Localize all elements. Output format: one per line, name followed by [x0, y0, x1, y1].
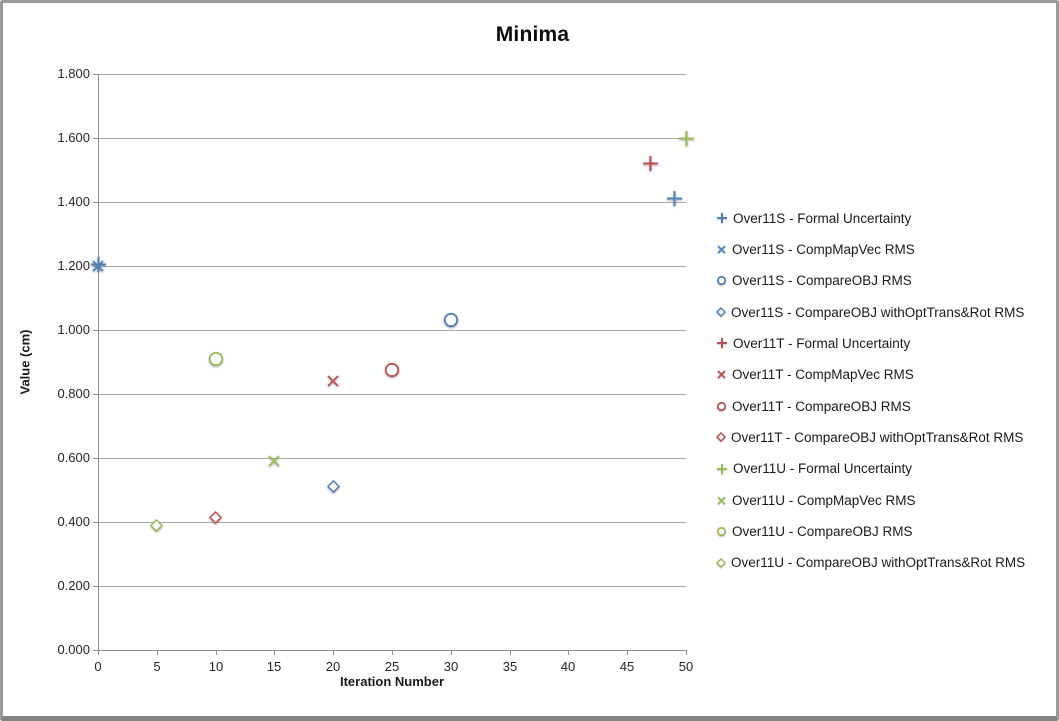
data-point-marker-diamond: [209, 510, 223, 524]
x-tick-mark: [627, 650, 628, 655]
gridline: [98, 522, 686, 523]
x-tick-label: 25: [384, 659, 400, 674]
data-point-marker-x: [267, 454, 281, 468]
data-point-marker-circle: [384, 362, 400, 378]
x-tick-label: 5: [153, 659, 161, 674]
y-tick-mark: [93, 138, 98, 139]
gridline: [98, 138, 686, 139]
data-point-marker-diamond: [150, 518, 164, 532]
y-tick-mark: [93, 650, 98, 651]
data-point-marker-plus: [90, 256, 107, 273]
x-tick-mark: [510, 650, 511, 655]
y-tick-label: 1.600: [57, 130, 90, 145]
y-tick-mark: [93, 74, 98, 75]
gridline: [98, 74, 686, 75]
x-tick-label: 30: [443, 659, 459, 674]
y-tick-mark: [93, 394, 98, 395]
y-tick-mark: [93, 202, 98, 203]
data-point-marker-diamond: [326, 480, 340, 494]
data-point-marker-plus: [678, 130, 695, 147]
y-axis-line: [98, 74, 99, 651]
y-tick-label: 1.000: [57, 322, 90, 337]
x-tick-mark: [98, 650, 99, 655]
data-point-marker-x: [326, 374, 340, 388]
gridline: [98, 458, 686, 459]
x-tick-mark: [274, 650, 275, 655]
x-tick-label: 0: [94, 659, 102, 674]
y-tick-label: 1.400: [57, 194, 90, 209]
gridline: [98, 202, 686, 203]
x-tick-mark: [157, 650, 158, 655]
y-tick-label: 0.600: [57, 450, 90, 465]
x-tick-mark: [568, 650, 569, 655]
data-point-marker-x: [91, 259, 105, 273]
y-tick-mark: [93, 522, 98, 523]
y-tick-label: 0.400: [57, 514, 90, 529]
data-point-marker-circle: [443, 312, 459, 328]
y-tick-label: 0.200: [57, 578, 90, 593]
x-tick-label: 15: [266, 659, 282, 674]
x-tick-label: 10: [208, 659, 224, 674]
gridline: [98, 266, 686, 267]
data-point-marker-plus: [666, 190, 683, 207]
y-tick-label: 0.800: [57, 386, 90, 401]
y-tick-mark: [93, 458, 98, 459]
x-axis-title: Iteration Number: [339, 674, 444, 689]
chart-title: Minima: [495, 23, 570, 46]
y-tick-label: 1.200: [57, 258, 90, 273]
x-tick-label: 50: [678, 659, 694, 674]
gridline: [98, 586, 686, 587]
y-tick-mark: [93, 266, 98, 267]
plot-area: 1.800 1.600 1.400 1.200 1.000 0.800 0.600 0.400…: [3, 3, 1056, 716]
x-tick-mark: [333, 650, 334, 655]
gridline: [98, 330, 686, 331]
y-tick-mark: [93, 330, 98, 331]
y-tick-mark: [93, 586, 98, 587]
x-tick-label: 40: [560, 659, 576, 674]
gridline: [98, 394, 686, 395]
x-tick-mark: [451, 650, 452, 655]
x-tick-label: 45: [619, 659, 635, 674]
y-tick-label: 0.000: [57, 642, 90, 657]
x-tick-mark: [392, 650, 393, 655]
x-tick-label: 35: [502, 659, 518, 674]
data-point-marker-circle: [208, 351, 224, 367]
x-tick-mark: [686, 650, 687, 655]
x-tick-label: 20: [325, 659, 341, 674]
data-point-marker-plus: [642, 155, 659, 172]
y-tick-label: 1.800: [57, 66, 90, 81]
x-tick-mark: [216, 650, 217, 655]
